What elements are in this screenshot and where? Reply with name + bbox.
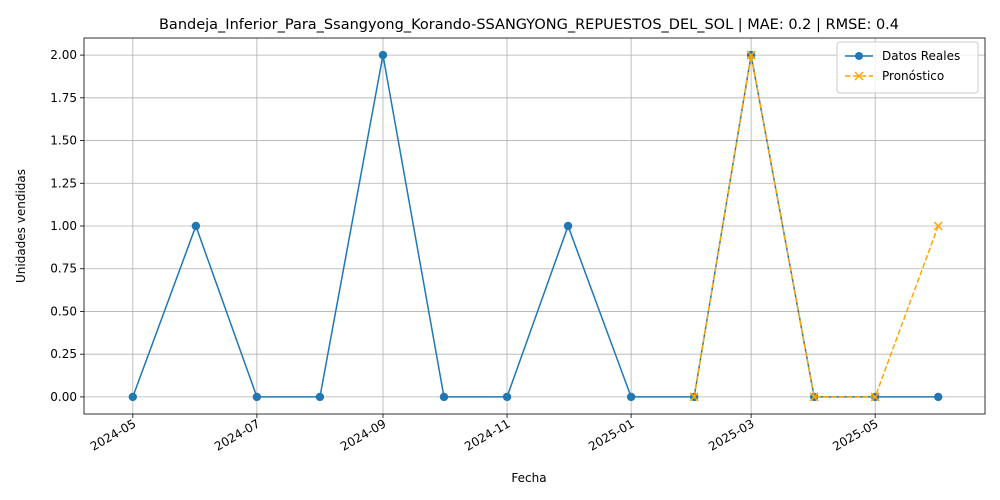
series-0-point-7 — [563, 221, 573, 231]
y-axis-ticks: 0.00 0.25 0.50 0.75 1.00 1.25 1.50 1.75 2.00 — [50, 48, 84, 404]
y-tick-label-4: 1.00 — [50, 219, 77, 233]
chart-title: Bandeja_Inferior_Para_Ssangyong_Korando-… — [159, 17, 899, 33]
y-axis-label: Unidades vendidas — [14, 169, 28, 283]
legend-label-forecast: Pronóstico — [882, 69, 944, 83]
x-tick-label-3: 2024-11 — [462, 416, 512, 453]
series-1-point-1 — [746, 50, 756, 60]
series-0-point-2 — [252, 392, 262, 402]
legend-marker-real — [855, 52, 863, 60]
y-tick-label-5: 1.25 — [50, 176, 77, 190]
series-1-point-4 — [933, 221, 943, 231]
series-0-point-8 — [626, 392, 636, 402]
x-tick-label-1: 2024-07 — [212, 416, 262, 453]
y-tick-label-7: 1.75 — [50, 91, 77, 105]
grid — [84, 38, 985, 414]
series-0-point-5 — [439, 392, 449, 402]
x-tick-label-0: 2024-05 — [88, 416, 138, 453]
x-tick-label-4: 2025-01 — [586, 416, 636, 453]
y-tick-label-8: 2.00 — [50, 48, 77, 62]
y-tick-label-2: 0.50 — [50, 304, 77, 318]
x-axis-label: Fecha — [511, 471, 546, 485]
legend-box — [836, 41, 979, 94]
series-0-point-3 — [315, 392, 325, 402]
series-1-point-2 — [809, 392, 819, 402]
series-0-point-0 — [128, 392, 138, 402]
series-0-point-13 — [934, 392, 943, 402]
legend-label-real: Datos Reales — [882, 49, 960, 63]
series-line-1 — [693, 54, 939, 398]
series-layer — [128, 50, 943, 402]
series-0-point-6 — [502, 392, 512, 402]
series-1-point-3 — [870, 392, 880, 402]
series-1-point-0 — [689, 392, 699, 402]
series-0-point-1 — [191, 221, 201, 231]
y-tick-label-6: 1.50 — [50, 134, 77, 148]
x-tick-label-6: 2025-05 — [830, 416, 880, 453]
legend-marker-forecast — [854, 71, 864, 81]
x-tick-label-2: 2024-09 — [338, 416, 388, 453]
x-tick-label-5: 2025-03 — [706, 416, 756, 453]
y-tick-label-1: 0.25 — [50, 347, 77, 361]
series-0-point-4 — [378, 50, 388, 60]
legend: Datos Reales Pronóstico — [836, 41, 979, 94]
x-axis-ticks: 2024-05 2024-07 2024-09 2024-11 2025-01 2025-… — [88, 414, 881, 454]
y-tick-label-0: 0.00 — [50, 390, 77, 404]
y-tick-label-3: 0.75 — [50, 262, 77, 276]
